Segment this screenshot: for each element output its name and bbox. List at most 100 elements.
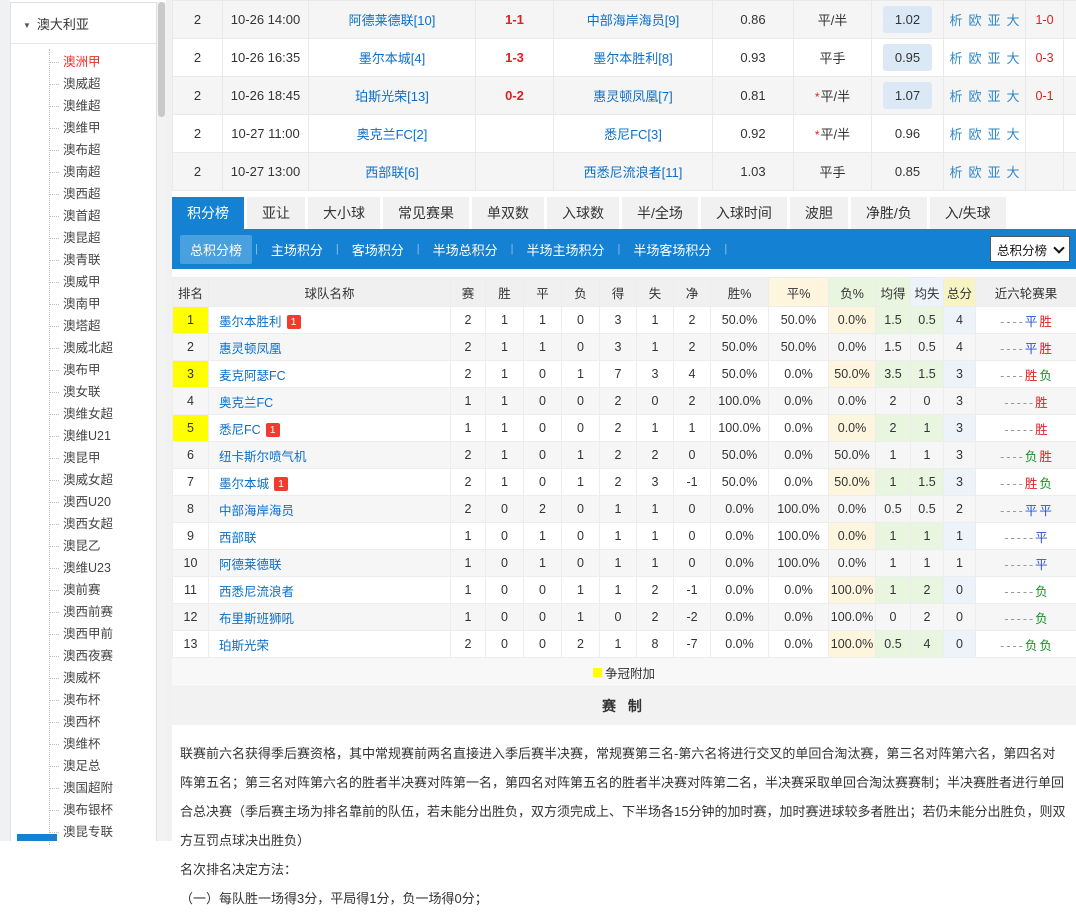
standings-team-link[interactable]: 墨尔本城: [219, 477, 269, 491]
sidebar-item-league[interactable]: 澳布甲: [50, 359, 156, 381]
sidebar-item-league[interactable]: 澳维超: [50, 95, 156, 117]
sidebar-item-league[interactable]: 澳西甲前: [50, 623, 156, 645]
second-score-link[interactable]: 0-3: [1035, 51, 1053, 65]
match-analysis-link[interactable]: 欧: [968, 51, 981, 66]
sidebar-item-league[interactable]: 澳昆乙: [50, 535, 156, 557]
tab-单双数[interactable]: 单双数: [472, 197, 544, 229]
second-score-link[interactable]: 0-1: [1035, 89, 1053, 103]
sidebar-item-league[interactable]: 澳南超: [50, 161, 156, 183]
sidebar-item-league[interactable]: 澳前赛: [50, 579, 156, 601]
tab-常见赛果[interactable]: 常见赛果: [383, 197, 469, 229]
match-analysis-link[interactable]: 大: [1007, 51, 1020, 66]
match-analysis-link[interactable]: 亚: [988, 165, 1001, 180]
sidebar-item-league[interactable]: 澳威北超: [50, 337, 156, 359]
sidebar-item-league[interactable]: 澳西超: [50, 183, 156, 205]
standings-team-link[interactable]: 西悉尼流浪者: [219, 585, 294, 599]
sidebar-item-league[interactable]: 澳女联: [50, 381, 156, 403]
sidebar-item-league[interactable]: 澳布杯: [50, 689, 156, 711]
standings-team-link[interactable]: 奥克兰FC: [219, 396, 273, 410]
tab-大小球[interactable]: 大小球: [308, 197, 380, 229]
standings-team-link[interactable]: 阿德莱德联: [219, 558, 282, 572]
match-analysis-link[interactable]: 欧: [968, 165, 981, 180]
sidebar-item-league[interactable]: 澳威超: [50, 73, 156, 95]
sidebar-item-league[interactable]: 澳首超: [50, 205, 156, 227]
score-link[interactable]: 1-3: [505, 50, 524, 65]
home-team-link[interactable]: 珀斯光荣[13]: [355, 89, 429, 104]
standings-team-link[interactable]: 西部联: [219, 531, 257, 545]
tab-净胜/负[interactable]: 净胜/负: [851, 197, 927, 229]
standings-team-link[interactable]: 布里斯班狮吼: [219, 612, 294, 626]
sidebar-item-league[interactable]: 澳西前赛: [50, 601, 156, 623]
sidebar-item-league[interactable]: 澳塔超: [50, 315, 156, 337]
subtab-主场积分[interactable]: 主场积分: [261, 235, 333, 264]
match-analysis-link[interactable]: 大: [1007, 89, 1020, 104]
subtab-半场总积分[interactable]: 半场总积分: [423, 235, 508, 264]
away-team-link[interactable]: 中部海岸海员[9]: [587, 13, 679, 28]
standings-team-link[interactable]: 纽卡斯尔喷气机: [219, 450, 307, 464]
sidebar-scrollbar[interactable]: [157, 2, 166, 841]
sidebar-country-header[interactable]: ▼澳大利亚: [11, 3, 156, 44]
subtab-客场积分[interactable]: 客场积分: [342, 235, 414, 264]
standings-team-link[interactable]: 悉尼FC: [219, 423, 261, 437]
match-analysis-link[interactable]: 析: [949, 165, 962, 180]
bottom-partial-button[interactable]: [17, 834, 57, 841]
home-team-link[interactable]: 墨尔本城[4]: [359, 51, 425, 66]
match-analysis-link[interactable]: 大: [1007, 165, 1020, 180]
match-analysis-link[interactable]: 大: [1007, 127, 1020, 142]
away-team-link[interactable]: 墨尔本胜利[8]: [593, 51, 672, 66]
standings-team-link[interactable]: 中部海岸海员: [219, 504, 294, 518]
sidebar-item-league[interactable]: 澳洲甲: [50, 51, 156, 73]
away-team-link[interactable]: 西悉尼流浪者[11]: [584, 165, 683, 180]
sidebar-item-league[interactable]: 澳西夜赛: [50, 645, 156, 667]
sidebar-item-league[interactable]: 澳南甲: [50, 293, 156, 315]
home-team-link[interactable]: 奥克兰FC[2]: [357, 127, 428, 142]
match-analysis-link[interactable]: 欧: [968, 89, 981, 104]
tab-波胆[interactable]: 波胆: [790, 197, 848, 229]
standings-team-link[interactable]: 珀斯光荣: [219, 639, 269, 653]
score-link[interactable]: 1-1: [505, 12, 524, 27]
match-analysis-link[interactable]: 欧: [968, 13, 981, 28]
sidebar-item-league[interactable]: 澳西女超: [50, 513, 156, 535]
subtab-半场客场积分[interactable]: 半场客场积分: [623, 235, 721, 264]
sidebar-item-league[interactable]: 澳维女超: [50, 403, 156, 425]
sidebar-item-league[interactable]: 澳维U23: [50, 557, 156, 579]
away-team-link[interactable]: 惠灵顿凤凰[7]: [593, 89, 672, 104]
tab-入球时间[interactable]: 入球时间: [701, 197, 787, 229]
match-analysis-link[interactable]: 大: [1007, 13, 1020, 28]
sidebar-item-league[interactable]: 澳昆专联: [50, 821, 156, 843]
match-analysis-link[interactable]: 析: [949, 127, 962, 142]
tab-积分榜[interactable]: 积分榜: [172, 197, 244, 229]
sidebar-item-league[interactable]: 澳昆超: [50, 227, 156, 249]
match-analysis-link[interactable]: 亚: [988, 89, 1001, 104]
subtab-半场主场积分[interactable]: 半场主场积分: [517, 235, 615, 264]
sidebar-item-league[interactable]: 澳布超: [50, 139, 156, 161]
match-analysis-link[interactable]: 亚: [988, 13, 1001, 28]
standings-team-link[interactable]: 麦克阿瑟FC: [219, 369, 286, 383]
tab-入/失球[interactable]: 入/失球: [930, 197, 1006, 229]
standings-team-link[interactable]: 惠灵顿凤凰: [219, 342, 282, 356]
home-team-link[interactable]: 阿德莱德联[10]: [349, 13, 436, 28]
sidebar-item-league[interactable]: 澳维U21: [50, 425, 156, 447]
tab-入球数[interactable]: 入球数: [547, 197, 619, 229]
sidebar-scrollbar-thumb[interactable]: [158, 2, 165, 117]
sidebar-item-league[interactable]: 澳昆甲: [50, 447, 156, 469]
match-analysis-link[interactable]: 欧: [968, 127, 981, 142]
sidebar-item-league[interactable]: 澳西杯: [50, 711, 156, 733]
sidebar-item-league[interactable]: 澳布银杯: [50, 799, 156, 821]
match-analysis-link[interactable]: 析: [949, 89, 962, 104]
sidebar-item-league[interactable]: 澳威女超: [50, 469, 156, 491]
match-analysis-link[interactable]: 亚: [988, 127, 1001, 142]
away-team-link[interactable]: 悉尼FC[3]: [604, 127, 662, 142]
tab-半/全场[interactable]: 半/全场: [622, 197, 698, 229]
standings-view-dropdown[interactable]: 总积分榜: [990, 236, 1070, 262]
sidebar-item-league[interactable]: 澳足总: [50, 755, 156, 777]
sidebar-item-league[interactable]: 澳维甲: [50, 117, 156, 139]
second-score-link[interactable]: 1-0: [1035, 13, 1053, 27]
standings-team-link[interactable]: 墨尔本胜利: [219, 315, 282, 329]
home-team-link[interactable]: 西部联[6]: [365, 165, 418, 180]
match-analysis-link[interactable]: 析: [949, 13, 962, 28]
sidebar-item-league[interactable]: 澳威甲: [50, 271, 156, 293]
sidebar-item-league[interactable]: 澳维杯: [50, 733, 156, 755]
sidebar-item-league[interactable]: 澳青联: [50, 249, 156, 271]
subtab-总积分榜[interactable]: 总积分榜: [180, 235, 252, 264]
